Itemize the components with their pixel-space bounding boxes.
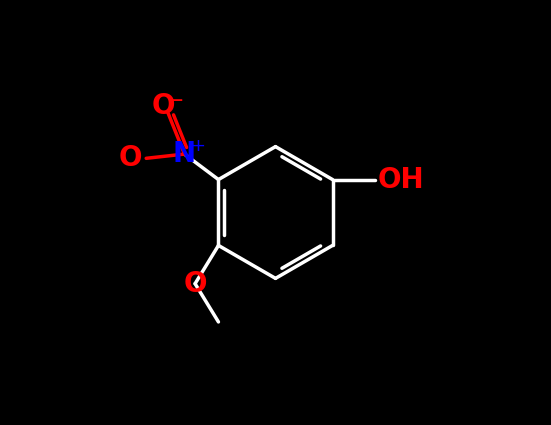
Text: −: − — [167, 91, 185, 111]
Text: O: O — [152, 93, 175, 120]
Text: OH: OH — [377, 166, 424, 193]
Text: N: N — [173, 140, 196, 168]
Text: +: + — [190, 136, 205, 155]
Text: O: O — [183, 270, 207, 298]
Text: O: O — [118, 144, 142, 172]
